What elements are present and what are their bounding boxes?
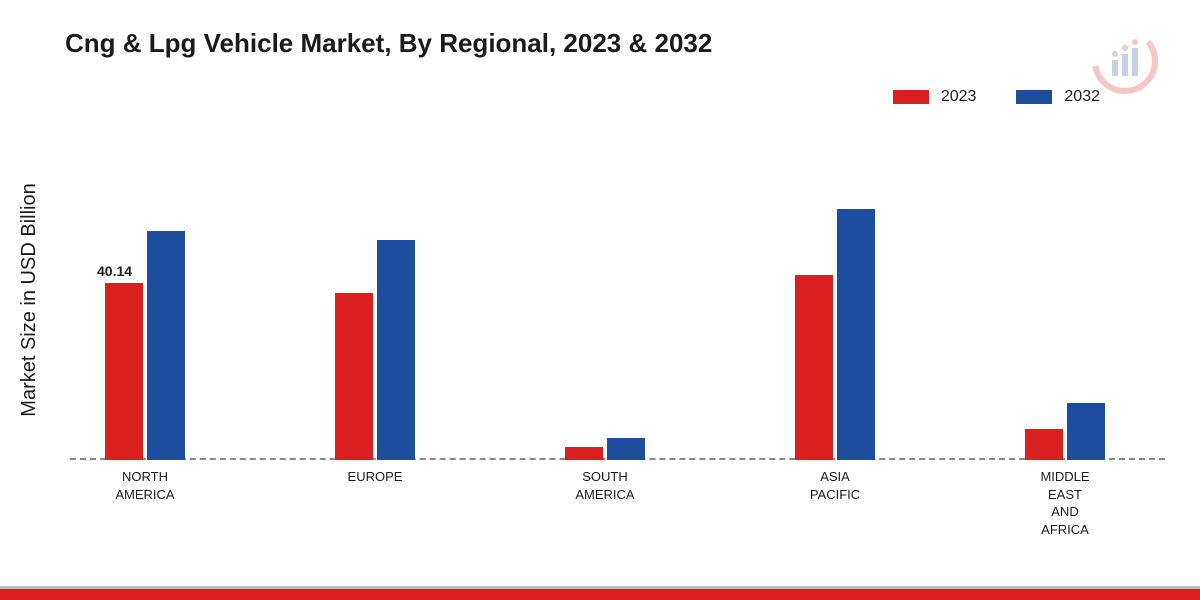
bar-group xyxy=(545,130,665,460)
footer-accent-bar xyxy=(0,586,1200,600)
bar-2032 xyxy=(607,438,645,460)
bar-2023 xyxy=(1025,429,1063,460)
bar-2032 xyxy=(837,209,875,460)
bar-2023 xyxy=(335,293,373,460)
legend-label-2032: 2032 xyxy=(1064,88,1100,106)
bar-group xyxy=(315,130,435,460)
legend-swatch-2023 xyxy=(893,90,929,104)
bar-2023 xyxy=(565,447,603,460)
legend-label-2023: 2023 xyxy=(941,88,977,106)
category-label: ASIAPACIFIC xyxy=(775,468,895,503)
legend-item-2023: 2023 xyxy=(893,88,977,106)
category-labels: NORTHAMERICA EUROPE SOUTHAMERICA ASIAPACIFI… xyxy=(70,468,1165,538)
category-label: SOUTHAMERICA xyxy=(545,468,665,503)
category-label: EUROPE xyxy=(315,468,435,486)
legend-swatch-2032 xyxy=(1016,90,1052,104)
bar-2032 xyxy=(147,231,185,460)
bar-group xyxy=(775,130,895,460)
category-label: MIDDLEEASTANDAFRICA xyxy=(1005,468,1125,538)
bar-value-label: 40.14 xyxy=(97,263,132,279)
bar-group xyxy=(1005,130,1125,460)
legend: 2023 2032 xyxy=(893,88,1100,106)
brand-logo xyxy=(1090,26,1160,96)
chart-title: Cng & Lpg Vehicle Market, By Regional, 2… xyxy=(65,28,712,59)
bar-2023 xyxy=(795,275,833,460)
bar-2023 xyxy=(105,283,143,460)
legend-item-2032: 2032 xyxy=(1016,88,1100,106)
chart-plot-area: 40.14 xyxy=(70,130,1165,460)
bar-2032 xyxy=(377,240,415,460)
bar-2032 xyxy=(1067,403,1105,460)
bar-group: 40.14 xyxy=(85,130,205,460)
category-label: NORTHAMERICA xyxy=(85,468,205,503)
